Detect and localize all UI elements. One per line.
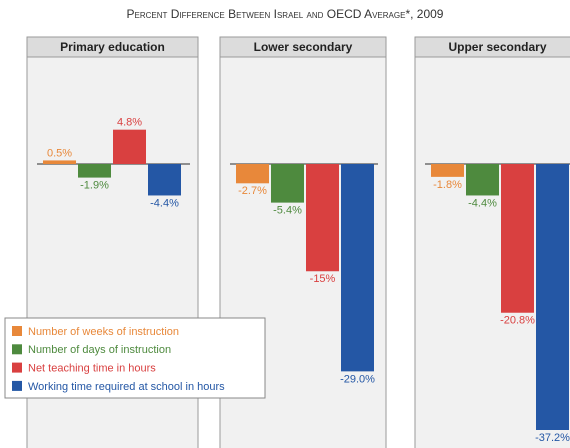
panel-header — [414, 36, 570, 58]
panel-title: Lower secondary — [254, 40, 353, 54]
bar — [148, 164, 181, 196]
value-label: -15% — [310, 273, 336, 285]
value-label: -2.7% — [238, 185, 267, 197]
bar — [78, 164, 111, 178]
bar — [271, 164, 304, 203]
legend-label: Working time required at school in hours — [28, 381, 225, 393]
value-label: -29.0% — [340, 373, 375, 385]
value-label: -5.4% — [273, 205, 302, 217]
legend-swatch — [12, 326, 22, 336]
legend-label: Net teaching time in hours — [28, 363, 156, 375]
bar — [113, 129, 146, 164]
panel-title: Primary education — [60, 40, 165, 54]
value-label: 4.8% — [117, 117, 142, 129]
bar — [43, 160, 76, 164]
panel-header — [26, 36, 199, 58]
bar — [501, 164, 534, 313]
panel-title: Upper secondary — [448, 40, 546, 54]
value-label: -20.8% — [500, 315, 535, 327]
legend-label: Number of weeks of instruction — [28, 326, 179, 338]
value-label: -1.8% — [433, 179, 462, 191]
legend-label: Number of days of instruction — [28, 344, 171, 356]
legend-swatch — [12, 362, 22, 373]
bar — [306, 164, 339, 272]
chart-title: Percent Difference Between Israel and OE… — [127, 7, 444, 21]
legend-swatch — [12, 380, 22, 391]
bar — [236, 164, 269, 184]
value-label: -4.4% — [468, 197, 497, 209]
legend-box — [4, 317, 266, 399]
bar — [466, 164, 499, 196]
value-label: -4.4% — [150, 197, 179, 209]
value-label: 0.5% — [47, 147, 72, 159]
bar — [536, 164, 569, 430]
value-label: -37.2% — [535, 432, 570, 444]
bar — [341, 164, 374, 372]
legend-swatch — [12, 344, 22, 355]
panel-header — [219, 36, 387, 58]
value-label: -1.9% — [80, 179, 109, 191]
bar — [431, 164, 464, 177]
